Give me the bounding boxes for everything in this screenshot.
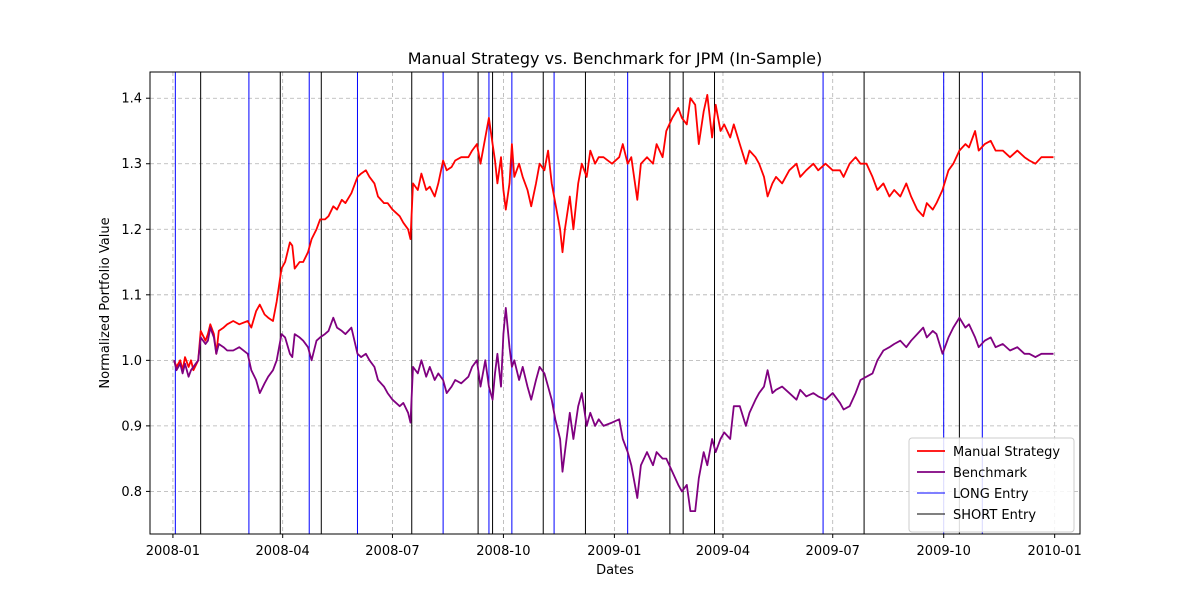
y-tick-label: 1.0 [121, 354, 142, 369]
manual-strategy-line [173, 94, 1054, 372]
x-tick-label: 2008-07 [365, 544, 419, 559]
y-tick-label: 0.8 [121, 485, 142, 500]
x-tick-label: 2008-01 [146, 544, 200, 559]
x-tick-label: 2008-10 [476, 544, 530, 559]
legend: Manual Strategy Benchmark LONG Entry SHORT … [908, 437, 1075, 533]
y-tick-label: 1.3 [121, 157, 142, 172]
legend-label-benchmark: Benchmark [953, 466, 1028, 481]
x-axis-label: Dates [596, 563, 634, 578]
x-tick-label: 2009-07 [806, 544, 860, 559]
y-axis-ticks: 0.8 0.9 1.0 1.1 1.2 1.3 1.4 [121, 92, 150, 500]
legend-label-manual-strategy: Manual Strategy [953, 445, 1060, 460]
y-tick-label: 1.1 [121, 288, 142, 303]
x-tick-label: 2010-01 [1028, 544, 1082, 559]
y-tick-label: 1.4 [121, 92, 142, 107]
chart-title: Manual Strategy vs. Benchmark for JPM (I… [408, 49, 823, 68]
y-axis-label: Normalized Portfolio Value [98, 217, 113, 388]
x-tick-label: 2009-01 [587, 544, 641, 559]
series-lines [173, 94, 1054, 513]
legend-label-short-entry: SHORT Entry [953, 508, 1036, 523]
plot-frame [149, 71, 1081, 535]
x-axis-ticks: 2008-01 2008-04 2008-07 2008-10 2009-01 2009-… [146, 534, 1082, 559]
legend-label-long-entry: LONG Entry [953, 487, 1029, 502]
legend-box [908, 437, 1075, 533]
y-tick-label: 0.9 [121, 419, 142, 434]
benchmark-line [173, 306, 1054, 513]
y-tick-label: 1.2 [121, 223, 142, 238]
x-tick-label: 2008-04 [256, 544, 310, 559]
x-tick-label: 2009-10 [917, 544, 971, 559]
x-tick-label: 2009-04 [696, 544, 750, 559]
